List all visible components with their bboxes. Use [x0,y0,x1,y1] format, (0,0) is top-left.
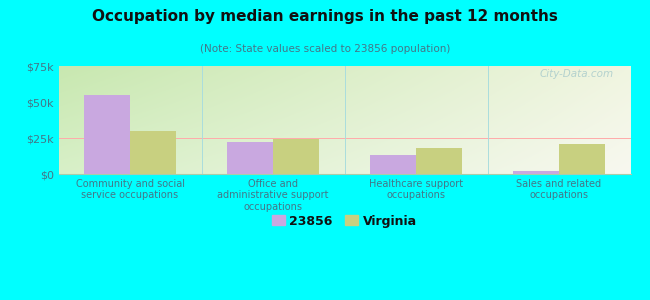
Bar [559,144,604,174]
Bar [130,131,176,174]
Legend: 23856, Virginia: 23856, Virginia [267,209,422,232]
Bar [273,140,318,174]
Text: (Note: State values scaled to 23856 population): (Note: State values scaled to 23856 popu… [200,44,450,53]
Bar [370,155,416,174]
Bar [514,171,559,174]
Bar [227,142,273,174]
Bar [416,148,462,174]
Bar [84,95,130,174]
Text: Occupation by median earnings in the past 12 months: Occupation by median earnings in the pas… [92,9,558,24]
Text: City-Data.com: City-Data.com [540,69,614,79]
